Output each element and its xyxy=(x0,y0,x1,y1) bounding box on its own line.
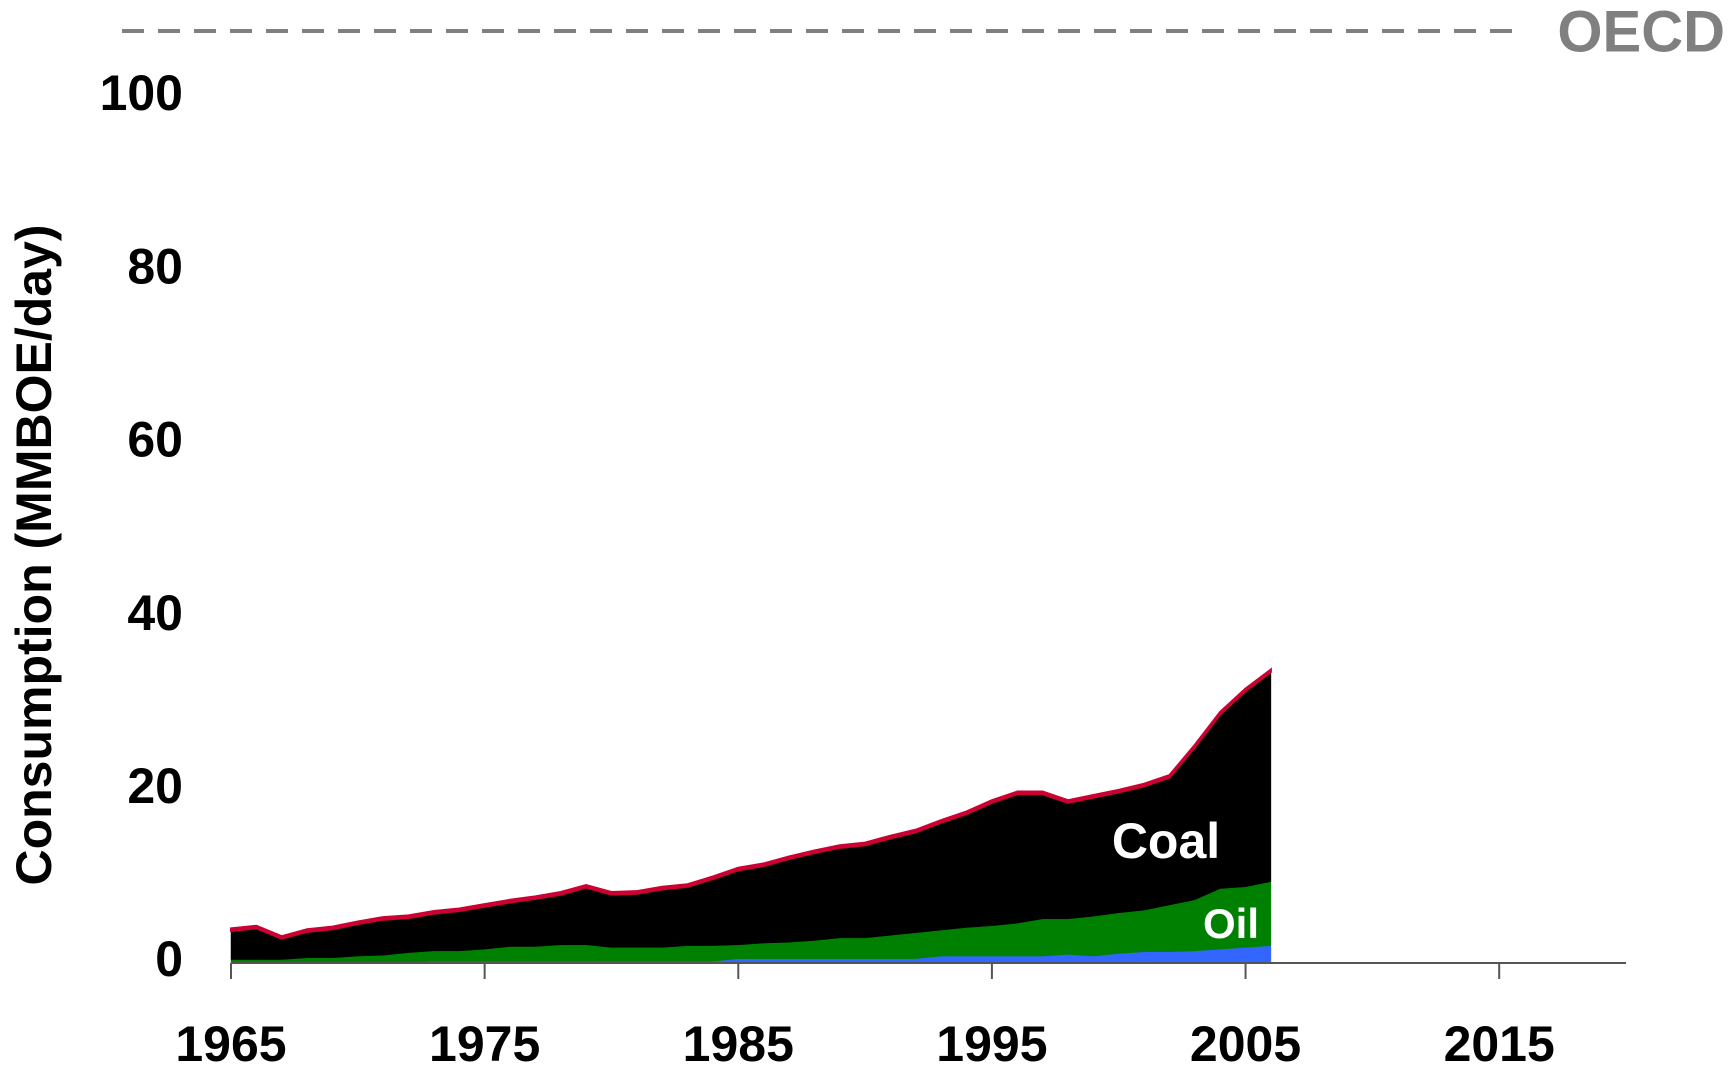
y-tick-label: 20 xyxy=(127,758,183,814)
y-tick-label: 40 xyxy=(127,585,183,641)
y-tick-label: 60 xyxy=(127,412,183,468)
y-tick-label: 0 xyxy=(155,931,183,987)
x-tick-label: 2005 xyxy=(1190,1016,1301,1067)
y-axis-label: Consumption (MMBOE/day) xyxy=(6,224,62,885)
y-tick-label: 80 xyxy=(127,238,183,294)
x-tick-label: 1985 xyxy=(683,1016,794,1067)
area xyxy=(230,667,1272,940)
x-tick-label: 2015 xyxy=(1444,1016,1555,1067)
x-tick-label: 1975 xyxy=(429,1016,540,1067)
series-label: Coal xyxy=(1112,813,1220,869)
chart-title: OECD xyxy=(1557,0,1725,64)
series-label: Oil xyxy=(1203,900,1259,947)
x-tick-label: 1965 xyxy=(175,1016,286,1067)
y-tick-label: 100 xyxy=(100,65,183,121)
x-tick-label: 1995 xyxy=(936,1016,1047,1067)
